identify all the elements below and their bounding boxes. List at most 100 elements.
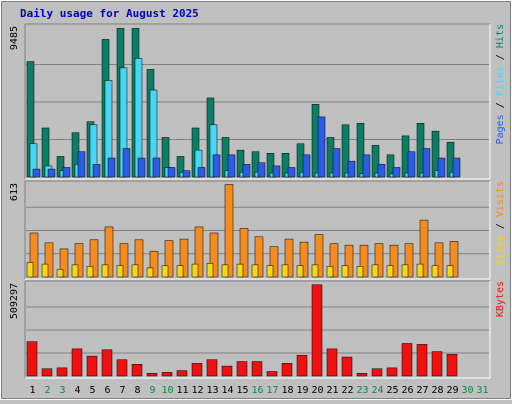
bar-visits-day-3 bbox=[59, 248, 69, 278]
bar-sites-day-16 bbox=[251, 264, 259, 278]
day-label-7: 7 bbox=[119, 385, 125, 396]
bar-visits-day-29 bbox=[449, 241, 459, 278]
bar-kbytes-day-2 bbox=[41, 368, 53, 377]
bar-visits-day-27 bbox=[419, 219, 429, 278]
day-label-31: 31 bbox=[476, 385, 488, 396]
bar-sites-day-11 bbox=[176, 265, 184, 278]
bar-pages-day-19 bbox=[302, 154, 311, 178]
bar-sites-day-1 bbox=[26, 262, 34, 278]
scale-max-label: 613 bbox=[9, 183, 20, 201]
bar-visits-day-14 bbox=[224, 184, 234, 278]
bar-pages-day-18 bbox=[287, 167, 296, 178]
bar-pages-day-26 bbox=[407, 151, 416, 178]
bar-kbytes-day-16 bbox=[251, 361, 263, 377]
day-label-17: 17 bbox=[266, 385, 278, 396]
bar-kbytes-day-4 bbox=[71, 348, 83, 377]
bar-sites-day-18 bbox=[281, 264, 289, 278]
bar-sites-day-8 bbox=[131, 264, 139, 278]
scale-max-label: 9485 bbox=[9, 26, 20, 50]
bar-pages-day-7 bbox=[122, 148, 131, 178]
bar-kbytes-day-23 bbox=[356, 373, 368, 377]
bar-visits-day-2 bbox=[44, 242, 54, 278]
day-label-26: 26 bbox=[401, 385, 413, 396]
bar-pages-day-2 bbox=[47, 168, 56, 178]
bar-kbytes-day-26 bbox=[401, 343, 413, 377]
bar-pages-day-17 bbox=[272, 165, 281, 178]
legend-pages-files-hits: Pages / Files / Hits bbox=[495, 24, 506, 144]
bar-kbytes-day-18 bbox=[281, 363, 293, 377]
bar-visits-day-26 bbox=[404, 243, 414, 278]
panel-kbytes: 509297 KBytes bbox=[9, 280, 506, 379]
day-label-10: 10 bbox=[161, 385, 173, 396]
legend-item-kbytes: KBytes bbox=[495, 281, 506, 317]
bar-sites-day-23 bbox=[356, 266, 364, 278]
day-label-19: 19 bbox=[296, 385, 308, 396]
day-label-30: 30 bbox=[461, 385, 473, 396]
bar-pages-day-10 bbox=[167, 167, 176, 178]
bar-visits-day-25 bbox=[389, 244, 399, 278]
bar-pages-day-24 bbox=[377, 164, 386, 178]
bar-visits-day-11 bbox=[179, 238, 189, 278]
bar-visits-day-21 bbox=[329, 243, 339, 278]
bar-sites-day-22 bbox=[341, 265, 349, 278]
bar-visits-day-6 bbox=[104, 226, 114, 278]
bar-pages-day-11 bbox=[182, 170, 191, 178]
day-label-24: 24 bbox=[371, 385, 383, 396]
day-label-12: 12 bbox=[191, 385, 203, 396]
bar-sites-day-10 bbox=[161, 265, 169, 278]
bar-kbytes-day-13 bbox=[206, 359, 218, 377]
bar-visits-day-5 bbox=[89, 239, 99, 278]
scale-max-label: 509297 bbox=[9, 283, 20, 319]
bar-pages-day-14 bbox=[227, 154, 236, 178]
bar-kbytes-day-8 bbox=[131, 364, 143, 377]
day-label-6: 6 bbox=[104, 385, 110, 396]
bar-visits-day-20 bbox=[314, 234, 324, 278]
day-label-23: 23 bbox=[356, 385, 368, 396]
bar-sites-day-27 bbox=[416, 263, 424, 278]
bar-pages-day-5 bbox=[92, 164, 101, 178]
bar-kbytes-day-19 bbox=[296, 354, 308, 377]
bar-visits-day-18 bbox=[284, 238, 294, 278]
day-label-28: 28 bbox=[431, 385, 443, 396]
legend-separator: / bbox=[495, 217, 506, 235]
bar-kbytes-day-21 bbox=[326, 348, 338, 377]
panel-visits-sites: 613 Sites / Visits bbox=[9, 180, 506, 280]
bar-sites-day-5 bbox=[86, 266, 94, 278]
legend-separator: / bbox=[495, 96, 506, 114]
bar-pages-day-28 bbox=[437, 157, 446, 178]
bar-visits-day-23 bbox=[359, 244, 369, 278]
day-label-1: 1 bbox=[29, 385, 35, 396]
day-label-20: 20 bbox=[311, 385, 323, 396]
bar-sites-day-25 bbox=[386, 265, 394, 278]
day-label-4: 4 bbox=[74, 385, 80, 396]
bar-visits-day-22 bbox=[344, 244, 354, 278]
bar-visits-day-17 bbox=[269, 246, 279, 278]
bar-pages-day-21 bbox=[332, 148, 341, 178]
day-label-29: 29 bbox=[446, 385, 458, 396]
bar-visits-day-28 bbox=[434, 242, 444, 278]
bar-kbytes-day-5 bbox=[86, 355, 98, 377]
bar-kbytes-day-29 bbox=[446, 354, 458, 377]
bar-pages-day-22 bbox=[347, 160, 356, 178]
bar-kbytes-day-22 bbox=[341, 356, 353, 377]
bar-pages-day-3 bbox=[62, 167, 71, 178]
bar-pages-day-29 bbox=[452, 157, 461, 178]
legend-text: Pages / Files / Hits bbox=[495, 24, 506, 144]
bar-visits-day-12 bbox=[194, 226, 204, 278]
day-label-15: 15 bbox=[236, 385, 248, 396]
bar-sites-day-15 bbox=[236, 263, 244, 278]
bar-sites-day-20 bbox=[311, 264, 319, 278]
bar-sites-day-9 bbox=[146, 267, 154, 278]
legend-item-pages: Pages bbox=[495, 114, 506, 144]
day-label-25: 25 bbox=[386, 385, 398, 396]
day-label-16: 16 bbox=[251, 385, 263, 396]
day-label-11: 11 bbox=[176, 385, 188, 396]
bar-sites-day-28 bbox=[431, 265, 439, 278]
bar-pages-day-25 bbox=[392, 167, 401, 178]
bar-kbytes-day-12 bbox=[191, 363, 203, 377]
bar-sites-day-13 bbox=[206, 263, 214, 278]
bar-pages-day-20 bbox=[317, 116, 326, 178]
